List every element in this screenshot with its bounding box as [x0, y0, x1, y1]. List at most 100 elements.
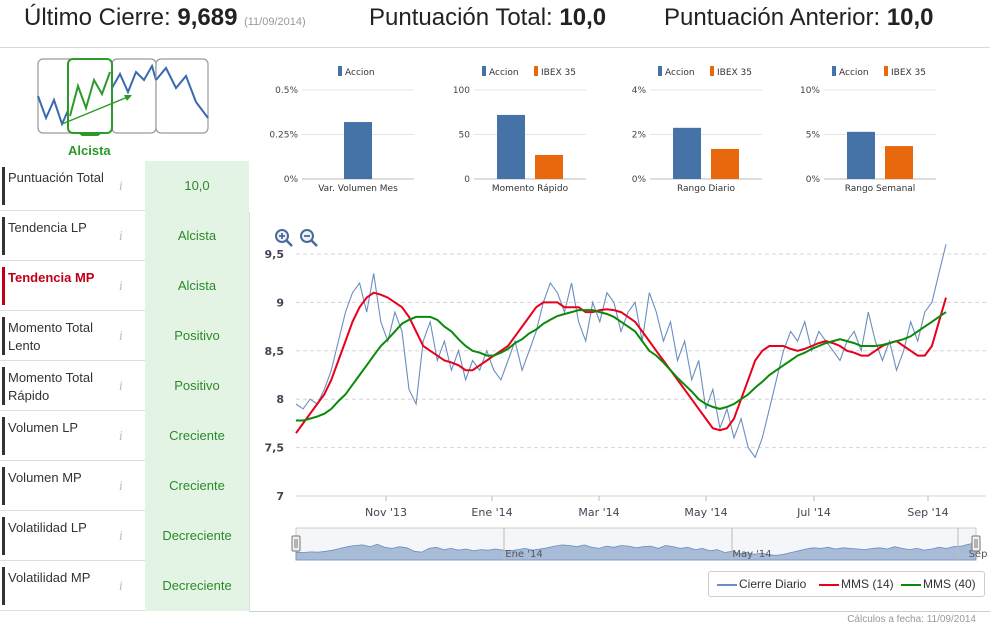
legend-swatch — [832, 66, 836, 76]
legend-label[interactable]: Accion — [839, 68, 869, 78]
bar-ibex[interactable] — [535, 154, 563, 179]
last-close-value: 9,689 — [177, 4, 238, 31]
legend-label[interactable]: IBEX 35 — [891, 68, 926, 78]
y-tick-label: 7,5 — [265, 442, 285, 455]
price-chart: 9,5 9 8,5 8 7,5 7 Nov '13 Ene '14 Mar '14 May '14… — [265, 244, 987, 561]
criterion-marker — [2, 317, 5, 355]
criterion-row[interactable]: Tendencia LP i Alcista — [0, 211, 249, 261]
y-tick-label: 7 — [276, 490, 284, 503]
criterion-marker — [2, 367, 5, 405]
info-icon[interactable]: i — [119, 429, 123, 443]
criterion-row[interactable]: Puntuación Total i 10,0 — [0, 161, 249, 211]
criterion-name: Volumen MP — [8, 470, 82, 485]
zoom-out-icon[interactable] — [299, 228, 319, 248]
criterion-row[interactable]: Tendencia MP i Alcista — [0, 261, 249, 311]
zoom-in-icon[interactable] — [274, 228, 294, 248]
x-tick-label: Mar '14 — [578, 506, 619, 519]
chart-title: Var. Volumen Mes — [318, 184, 398, 194]
y-tick-label: 0% — [284, 175, 299, 185]
criterion-row[interactable]: Volumen LP i Creciente — [0, 411, 249, 461]
criterion-row[interactable]: Volatilidad MP i Decreciente — [0, 561, 249, 611]
legend-ma14[interactable]: MMS (14) — [841, 577, 894, 591]
y-tick-label: 50 — [459, 131, 471, 141]
criterion-row[interactable]: Volumen MP i Creciente — [0, 461, 249, 511]
criterion-row[interactable]: Volatilidad LP i Decreciente — [0, 511, 249, 561]
criterion-name: Tendencia LP — [8, 220, 87, 235]
y-tick-label: 8,5 — [265, 345, 285, 358]
criterion-row[interactable]: Momento Total Lento i Positivo — [0, 311, 249, 361]
trend-card-bullish[interactable] — [61, 58, 132, 136]
criterion-marker — [2, 517, 5, 555]
navigator-right-handle[interactable] — [971, 535, 981, 552]
series-ma14[interactable] — [295, 291, 947, 434]
info-icon[interactable]: i — [119, 479, 123, 493]
bar-accion[interactable] — [497, 114, 525, 179]
criterion-row[interactable]: Momento Total Rápido i Positivo — [0, 361, 249, 411]
mini-chart-volume: Accion 0.5% 0.25% 0% Var. Volumen Mes — [269, 66, 414, 194]
trend-card-sideways[interactable] — [111, 58, 157, 134]
trend-selected-label: Alcista — [68, 143, 111, 158]
total-score: Puntuación Total: 10,0 — [369, 4, 606, 32]
legend-ma14-swatch — [819, 584, 839, 586]
navigator-left-handle[interactable] — [291, 535, 301, 552]
mini-chart-momentum: Accion IBEX 35 100 50 0 Momento Rápido — [453, 66, 586, 194]
info-icon[interactable]: i — [119, 229, 123, 243]
x-tick-label: Ene '14 — [471, 506, 512, 519]
info-icon[interactable]: i — [119, 179, 123, 193]
trend-sideways-line-icon — [111, 63, 157, 95]
bar-accion[interactable] — [673, 127, 701, 179]
criterion-value: Creciente — [145, 411, 249, 461]
bar-ibex[interactable] — [885, 146, 913, 179]
x-tick-label: Sep '14 — [907, 506, 948, 519]
mini-chart-daily-range: Accion IBEX 35 4% 2% 0% Rango Diario — [632, 66, 762, 194]
navigator-tick-label: Ene '14 — [505, 549, 542, 560]
legend-label[interactable]: Accion — [489, 68, 519, 78]
x-tick-label: Nov '13 — [365, 506, 407, 519]
info-icon[interactable]: i — [119, 529, 123, 543]
trend-card-neutral[interactable] — [155, 58, 209, 134]
total-score-label: Puntuación Total: — [369, 4, 553, 31]
navigator-area — [295, 542, 977, 561]
x-tick-label: May '14 — [684, 506, 727, 519]
legend-swatch — [338, 66, 342, 76]
criterion-marker — [2, 467, 5, 505]
info-icon[interactable]: i — [119, 579, 123, 593]
trend-pointer-icon — [78, 133, 102, 136]
trend-arrow-icon — [61, 95, 131, 125]
trend-selector — [37, 58, 209, 136]
criterion-marker — [2, 267, 5, 305]
series-ma40[interactable] — [296, 309, 947, 422]
legend-label[interactable]: IBEX 35 — [541, 68, 576, 78]
criterion-value: Alcista — [145, 211, 249, 261]
previous-score-label: Puntuación Anterior: — [664, 4, 881, 31]
series-daily-close[interactable] — [295, 244, 947, 459]
criterion-marker — [2, 567, 5, 605]
criterion-marker — [2, 417, 5, 455]
y-tick-label: 0% — [632, 175, 647, 185]
trend-bullish-line-icon — [69, 71, 111, 117]
criterion-marker — [2, 217, 5, 255]
bar-accion[interactable] — [344, 122, 372, 179]
header-divider — [0, 47, 990, 48]
legend-label[interactable]: IBEX 35 — [717, 68, 752, 78]
info-icon[interactable]: i — [119, 279, 123, 293]
bar-ibex[interactable] — [711, 148, 739, 179]
legend-ma40[interactable]: MMS (40) — [923, 577, 976, 591]
info-icon[interactable]: i — [119, 379, 123, 393]
y-tick-label: 0 — [464, 175, 470, 185]
info-icon[interactable]: i — [119, 329, 123, 343]
criterion-name: Momento Total Rápido — [8, 370, 94, 403]
criterion-value: Decreciente — [145, 561, 249, 611]
trend-arrowhead-icon — [124, 95, 132, 101]
y-tick-label: 0.25% — [269, 131, 298, 141]
trend-neutral-line-icon — [155, 66, 209, 119]
bar-accion[interactable] — [847, 131, 875, 179]
criterion-marker — [2, 167, 5, 205]
legend-label[interactable]: Accion — [345, 68, 375, 78]
chart-legend: Cierre Diario MMS (14) MMS (40) — [708, 571, 985, 597]
legend-daily-close[interactable]: Cierre Diario — [739, 577, 807, 591]
panel-divider — [249, 212, 250, 612]
criterion-value: 10,0 — [145, 161, 249, 211]
legend-label[interactable]: Accion — [665, 68, 695, 78]
last-close-date: (11/09/2014) — [244, 16, 306, 28]
